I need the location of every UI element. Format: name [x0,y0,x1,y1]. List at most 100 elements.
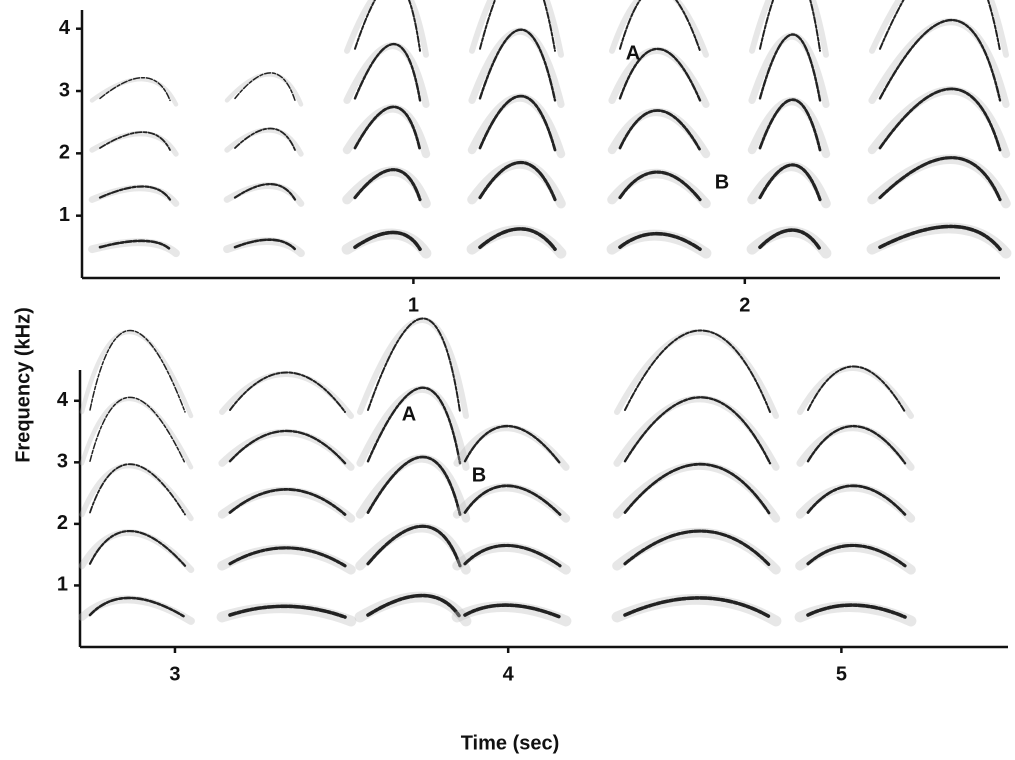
harmonic-trace [618,231,702,251]
harmonic-trace [353,230,422,251]
harmonic-trace [806,484,907,516]
harmonic-trace [463,543,562,568]
harmonic-trace [233,183,297,201]
y-tick-label: 3 [59,79,70,101]
harmonic-trace [758,163,822,202]
y-tick-label: 4 [57,389,69,411]
annotation: B [472,464,486,486]
harmonic-trace [234,127,296,151]
harmonic-trace [228,488,347,516]
haze [355,454,471,523]
harmonic-trace [99,77,171,102]
harmonic-trace [619,0,701,52]
haze [88,238,180,258]
haze [356,385,470,471]
harmonic-trace [806,543,907,568]
harmonic-trace [234,72,296,102]
harmonic-trace [618,109,702,152]
panel: 1 2 3 4 3 4 5 A B [57,317,1008,685]
haze [343,42,430,109]
y-tick-label: 1 [57,574,68,596]
harmonic-trace [879,0,1001,52]
harmonic-trace [618,170,702,202]
harmonic-trace [88,596,187,619]
harmonic-trace [98,185,172,201]
harmonic-trace [366,455,462,516]
harmonic-trace [353,168,422,202]
haze [468,27,565,109]
harmonic-trace [478,227,557,251]
harmonic-trace [99,131,171,151]
haze [224,72,304,107]
x-tick-label: 1 [408,294,419,316]
haze [614,328,779,419]
haze [79,463,194,522]
haze [797,364,914,419]
harmonic-trace [229,371,346,413]
harmonic-trace [759,0,821,52]
harmonic-trace [623,596,772,619]
x-axis-label: Time (sec) [461,732,560,754]
haze [223,182,305,207]
haze [357,317,469,419]
harmonic-trace [463,425,562,465]
haze [342,104,431,159]
harmonic-trace [878,87,1002,152]
x-tick-label: 4 [503,663,515,685]
annotation: A [626,42,640,64]
harmonic-trace [878,156,1002,202]
x-tick-label: 3 [169,663,180,685]
harmonic-trace [624,329,771,413]
harmonic-trace [623,396,772,465]
haze [79,396,194,470]
harmonic-trace [623,462,772,516]
haze [89,130,179,157]
x-tick-label: 2 [739,294,750,316]
haze [467,159,566,209]
harmonic-trace [353,105,422,152]
harmonic-trace [89,396,186,464]
haze [89,76,179,107]
harmonic-trace [478,28,557,102]
harmonic-trace [807,365,906,413]
harmonic-trace [233,238,297,251]
harmonic-trace [478,160,557,202]
y-tick-label: 2 [59,142,70,164]
haze [224,127,304,157]
harmonic-trace [806,603,907,619]
harmonic-trace [98,239,172,251]
y-axis-label: Frequency (kHz) [12,307,34,463]
haze [608,46,710,109]
harmonic-trace [354,0,421,52]
harmonic-trace [228,546,347,568]
annotation: B [715,171,729,193]
harmonic-trace [463,484,562,516]
y-tick-label: 2 [57,512,68,534]
haze [749,0,829,58]
harmonic-trace [878,224,1002,251]
x-tick-label: 5 [836,663,847,685]
harmonic-trace [89,463,186,516]
harmonic-trace [758,98,822,152]
harmonic-trace [89,329,186,413]
haze [868,18,1010,109]
haze [469,0,564,58]
harmonic-trace [758,228,822,251]
haze [613,395,780,471]
harmonic-trace [478,94,557,152]
harmonic-trace [367,317,461,413]
y-tick-label: 1 [59,204,70,226]
harmonic-trace [463,603,562,619]
haze [869,0,1009,58]
haze [747,97,831,159]
haze [219,370,354,419]
harmonic-trace [366,593,462,619]
haze [79,329,194,419]
harmonic-trace [88,529,187,567]
haze [867,154,1011,209]
harmonic-trace [228,429,347,465]
harmonic-trace [618,47,702,102]
y-tick-label: 4 [59,17,71,39]
harmonic-trace [353,42,422,102]
